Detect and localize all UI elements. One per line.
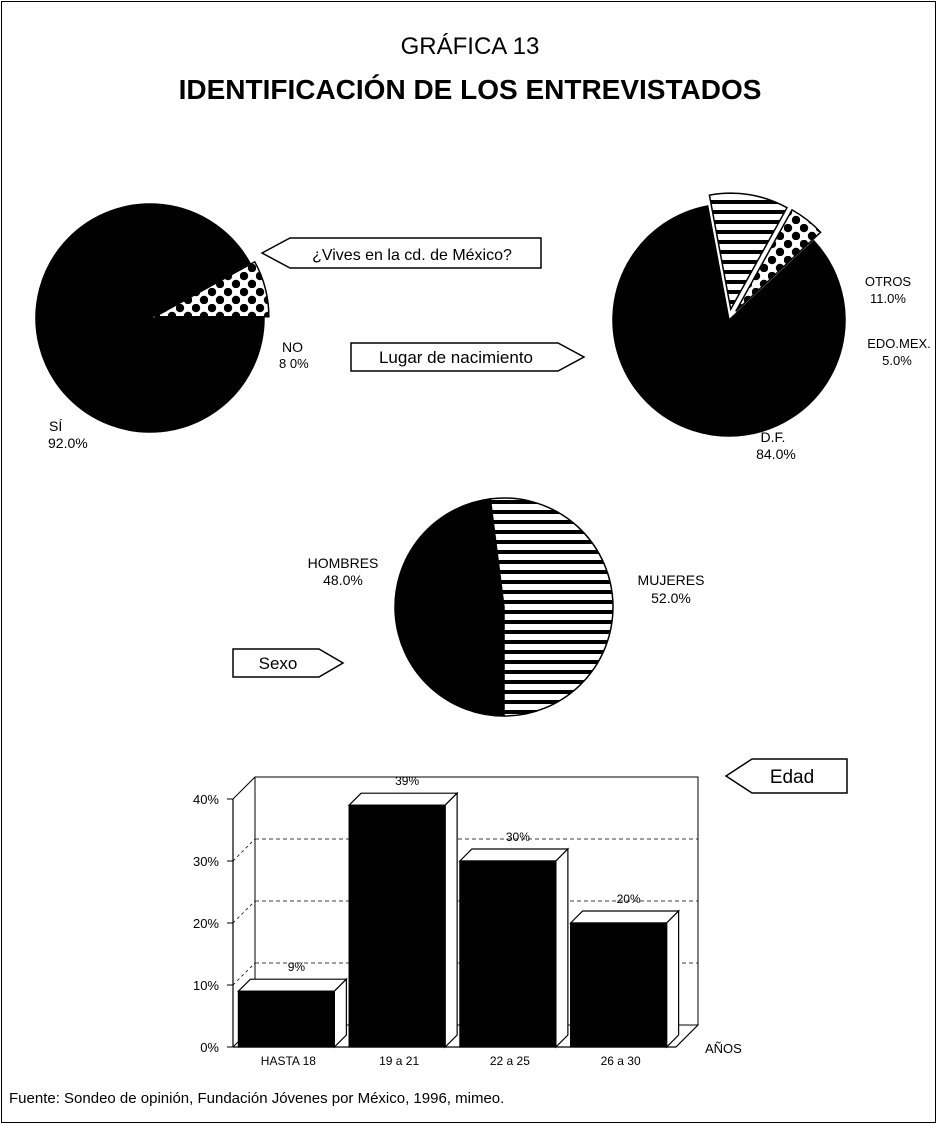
figure-title: IDENTIFICACIÓN DE LOS ENTREVISTADOS [179,74,762,105]
bar-top-22-a-25 [458,848,570,862]
source-note: Fuente: Sondeo de opinión, Fundación Jóv… [9,1090,505,1107]
slice-label-otros: OTROS [865,274,912,289]
x-tick-label: 19 a 21 [379,1054,419,1068]
pie-slice-hombres [394,498,505,717]
x-tick-label: HASTA 18 [261,1054,316,1068]
pie-residence [35,203,270,433]
bar-22-a-25 [459,860,557,1048]
callout-residence-label: ¿Vives en la cd. de México? [312,247,512,264]
pie-slice-d-f [612,205,846,437]
y-tick-label: 20% [193,916,219,931]
bar-top-hasta-18 [236,978,348,992]
slice-label-edomex: EDO.MEX. [867,336,931,351]
gridline-diag [232,962,256,986]
pie-slice-edo-mex [735,208,822,312]
y-tick-label: 10% [193,978,219,993]
bar-chart-age: 0% 10% 20% 30% 40% 9% HASTA 18 39% 19 a 21 30% 22 … [193,774,742,1068]
callout-residence: ¿Vives en la cd. de México? [260,237,542,269]
bar-hasta-18 [237,990,335,1048]
slice-label-no: NO [282,339,303,355]
callout-sex-label: Sexo [259,654,298,673]
callout-birthplace: Lugar de nacimiento [350,342,586,372]
bar-value-label: 20% [617,892,641,906]
pie-slice-otros [708,192,789,312]
slice-label-si: SÍ [49,418,62,434]
bar-value-label: 30% [506,830,530,844]
slice-label-mujeres: MUJERES [638,572,705,588]
bar-value-label: 9% [288,960,306,974]
bar-top-19-a-21 [347,792,459,806]
callout-age-label: Edad [770,767,814,788]
bar-26-a-30 [570,922,668,1048]
callout-birthplace-label: Lugar de nacimiento [379,348,533,367]
slice-value-otros: 11.0% [870,291,906,306]
pie-slice-no [154,260,270,318]
gridline-diag [232,900,256,924]
callout-sex: Sexo [232,648,345,678]
pie-slice-si [35,203,265,433]
x-tick-label: 26 a 30 [601,1054,641,1068]
y-tick-label: 0% [200,1040,219,1055]
bar-side-22-a-25 [555,847,569,1049]
slice-value-si: 92.0% [48,435,88,451]
y-axis-top-edge [232,776,256,800]
bar-value-label: 39% [395,774,419,788]
bar-side-hasta-18 [333,977,347,1049]
bar-side-26-a-30 [666,909,680,1049]
bar-side-19-a-21 [444,791,458,1049]
slice-value-df: 84.0% [756,446,796,462]
y-tick-label: 30% [193,854,219,869]
y-tick-label: 40% [193,792,219,807]
slice-value-edomex: 5.0% [882,353,912,368]
gridline-diag [232,838,256,862]
slice-value-hombres: 48.0% [323,572,363,588]
slice-value-mujeres: 52.0% [651,590,691,606]
figure-kicker: GRÁFICA 13 [401,33,540,60]
bar-19-a-21 [348,804,446,1048]
slice-value-no: 8 0% [279,356,309,371]
pie-birthplace [612,192,846,437]
x-axis-label: AÑOS [705,1041,742,1056]
slice-label-df: D.F. [761,429,786,445]
callout-age: Edad [724,758,848,794]
floor-right-edge [675,1024,699,1048]
bar-top-26-a-30 [569,910,681,924]
pie-sex [394,497,614,717]
x-tick-label: 22 a 25 [490,1054,530,1068]
slice-label-hombres: HOMBRES [308,555,379,571]
pie-slice-mujeres [489,497,614,717]
